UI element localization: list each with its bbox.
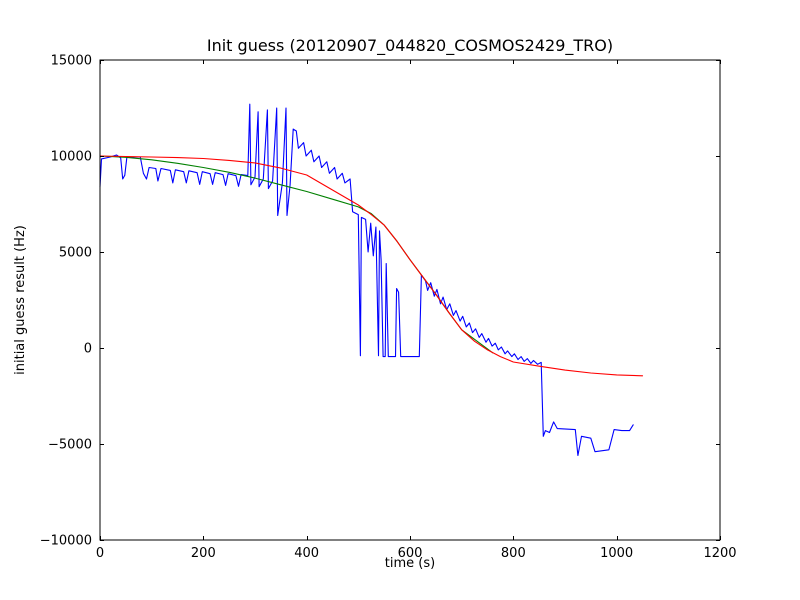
y-tick-label: 10000 [51, 150, 92, 165]
y-tick-label: −10000 [40, 534, 92, 549]
y-tick-label: 5000 [59, 246, 92, 261]
x-tick-label: 0 [96, 546, 104, 561]
x-axis-label: time (s) [384, 556, 436, 571]
series-blue-measured [99, 103, 634, 457]
y-tick-label: −5000 [48, 438, 92, 453]
y-tick-label: 0 [84, 342, 92, 357]
x-tick-label: 200 [191, 546, 216, 561]
x-tick-label: 1200 [703, 546, 736, 561]
axes-frame [99, 59, 721, 541]
y-tick-label: 15000 [51, 54, 92, 69]
series-red-fit [99, 155, 644, 377]
series-green-fit [99, 155, 494, 354]
x-tick-label: 400 [294, 546, 319, 561]
chart-title: Init guess (20120907_044820_COSMOS2429_T… [206, 36, 614, 55]
x-tick-label: 1000 [600, 546, 633, 561]
x-tick-label: 600 [398, 546, 423, 561]
x-tick-label: 800 [501, 546, 526, 561]
